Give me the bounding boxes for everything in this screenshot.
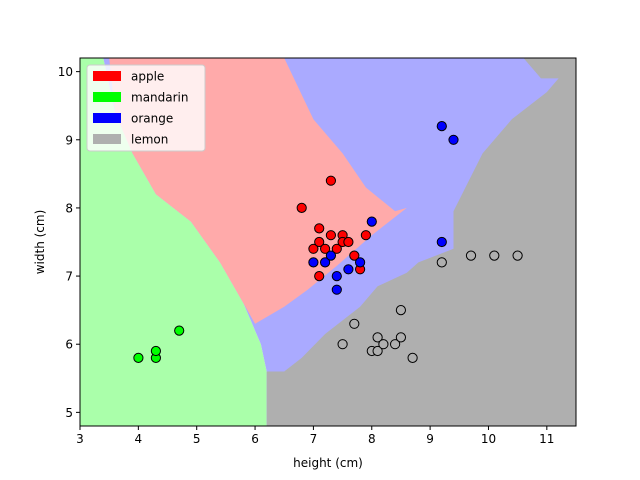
- legend-box: [86, 64, 206, 152]
- point-orange: [331, 284, 342, 295]
- point-apple: [314, 223, 325, 234]
- point-orange: [436, 121, 447, 132]
- point-lemon: [349, 318, 360, 329]
- point-mandarin: [174, 325, 185, 336]
- x-tick-label: 4: [135, 432, 143, 446]
- point-apple: [308, 243, 319, 254]
- x-tick-label: 5: [193, 432, 201, 446]
- point-orange: [436, 236, 447, 248]
- legend-label-apple: apple: [131, 70, 164, 84]
- point-apple: [349, 250, 360, 261]
- legend-swatch-orange: [93, 113, 121, 123]
- x-tick-label: 9: [426, 432, 434, 446]
- x-axis-label: height (cm): [293, 456, 363, 470]
- point-orange: [325, 250, 336, 261]
- y-axis-label: width (cm): [33, 210, 47, 275]
- point-orange: [320, 257, 331, 268]
- point-apple: [320, 243, 331, 254]
- y-tick-label: 9: [65, 133, 73, 147]
- point-apple: [296, 202, 307, 213]
- point-mandarin: [150, 345, 161, 357]
- legend-swatch-apple: [93, 71, 121, 81]
- region-lemon: [266, 58, 576, 426]
- point-lemon: [489, 250, 500, 261]
- point-lemon: [465, 250, 477, 261]
- y-tick-label: 8: [65, 201, 73, 215]
- legend: apple mandarin orange lemon: [86, 64, 206, 152]
- point-apple: [360, 230, 371, 241]
- legend-label-lemon: lemon: [131, 133, 168, 147]
- point-lemon: [372, 332, 383, 343]
- x-tick-label: 10: [481, 432, 496, 446]
- point-lemon: [512, 250, 523, 261]
- point-mandarin: [133, 352, 144, 363]
- point-apple: [343, 236, 354, 248]
- point-lemon: [395, 332, 406, 343]
- y-tick-label: 6: [65, 338, 73, 352]
- point-lemon: [378, 339, 389, 350]
- point-apple: [331, 243, 342, 254]
- point-lemon: [407, 352, 418, 363]
- point-lemon: [372, 345, 383, 357]
- point-orange: [343, 264, 354, 275]
- point-orange: [308, 257, 319, 268]
- point-orange: [366, 216, 377, 227]
- y-tick-label: 5: [65, 406, 73, 420]
- point-apple: [325, 230, 336, 241]
- legend-swatch-mandarin: [93, 92, 121, 102]
- plot-frame: [79, 57, 577, 427]
- y-tick-label: 10: [58, 65, 73, 79]
- point-orange: [448, 134, 459, 145]
- point-lemon: [395, 305, 406, 316]
- point-apple: [314, 236, 325, 248]
- region-lemon: [523, 58, 576, 79]
- x-tick-label: 8: [368, 432, 376, 446]
- point-orange: [331, 271, 342, 282]
- point-apple: [325, 175, 336, 186]
- point-apple: [314, 271, 325, 282]
- legend-label-mandarin: mandarin: [131, 91, 189, 105]
- x-tick-label: 7: [310, 432, 318, 446]
- legend-label-orange: orange: [131, 112, 173, 126]
- point-orange: [355, 257, 366, 268]
- x-tick-label: 11: [539, 432, 554, 446]
- x-axis-ticks: 3 4 5 6 7 8 9 10 11: [76, 426, 554, 446]
- point-lemon: [436, 257, 447, 268]
- point-lemon: [390, 339, 401, 350]
- y-axis-ticks: 5 6 7 8 9 10: [58, 65, 80, 420]
- y-tick-label: 7: [65, 270, 73, 284]
- data-points: [133, 121, 523, 363]
- x-tick-label: 3: [76, 432, 84, 446]
- point-lemon: [337, 339, 348, 350]
- x-tick-label: 6: [251, 432, 259, 446]
- legend-swatch-lemon: [93, 134, 121, 144]
